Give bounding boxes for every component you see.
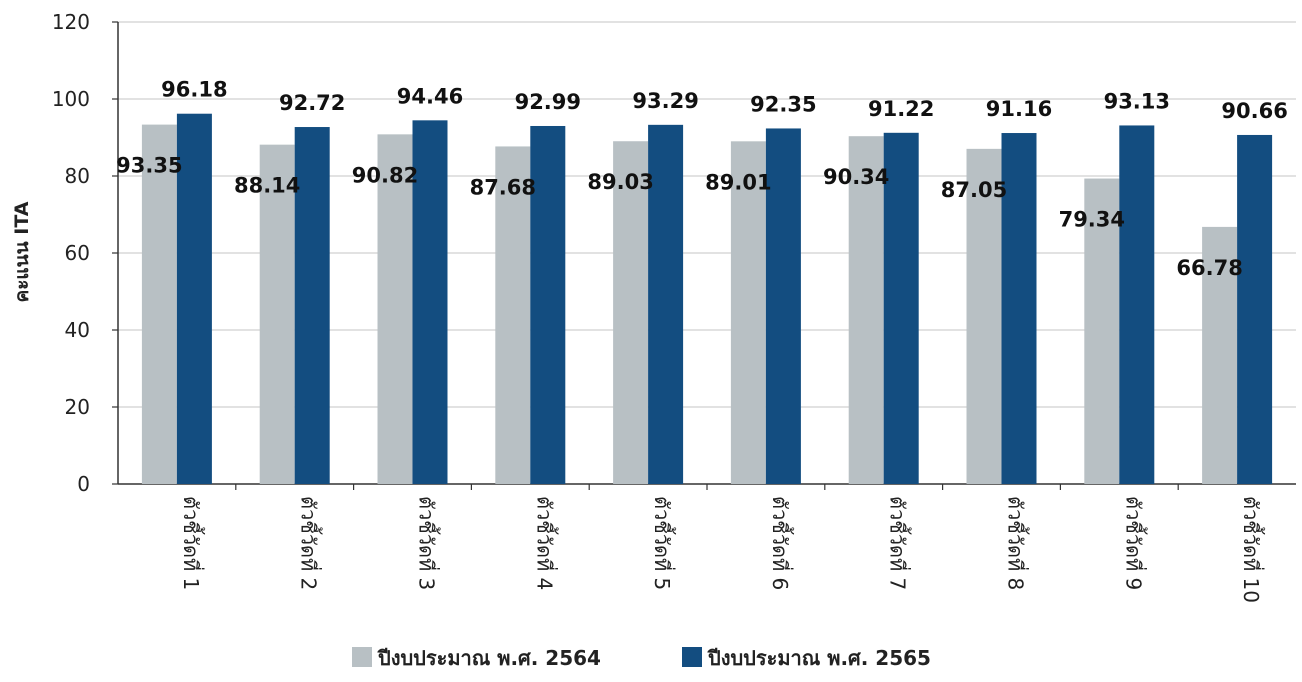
bar-2564 <box>848 136 884 485</box>
y-tick-labels: 0 20 40 60 80 100 120 <box>52 10 118 496</box>
bars <box>141 113 1273 485</box>
legend-swatch <box>352 647 372 667</box>
bar-2564 <box>966 148 1002 485</box>
bar-2565 <box>883 132 919 485</box>
data-label-2565: 90.66 <box>1221 99 1287 123</box>
data-label-2564: 89.01 <box>705 170 771 194</box>
data-label-2564: 89.03 <box>587 170 653 194</box>
bar-2565 <box>294 127 330 484</box>
x-tick-label: ตัวชี้วัดที่ 2 <box>297 496 323 590</box>
data-label-2564: 87.68 <box>470 175 536 199</box>
data-label-2565: 92.72 <box>279 91 345 115</box>
data-label-2565: 91.16 <box>986 97 1052 121</box>
x-tick-label: ตัวชี้วัดที่ 10 <box>1239 496 1265 603</box>
bar-2564 <box>377 134 413 484</box>
data-label-2564: 87.05 <box>941 178 1007 202</box>
data-label-2565: 93.29 <box>632 89 698 113</box>
x-tick-label: ตัวชี้วัดที่ 1 <box>179 496 205 590</box>
bar-2564 <box>495 146 531 484</box>
bar-2564 <box>613 141 649 484</box>
y-tick-label: 100 <box>52 87 90 111</box>
x-tick-label: ตัวชี้วัดที่ 4 <box>532 496 558 590</box>
x-tick-label: ตัวชี้วัดที่ 8 <box>1004 496 1030 590</box>
x-tick-label: ตัวชี้วัดที่ 3 <box>415 496 441 590</box>
x-tick-label: ตัวชี้วัดที่ 6 <box>768 496 794 590</box>
data-label-2565: 92.35 <box>750 92 816 116</box>
bar-2565 <box>176 113 212 484</box>
data-label-2565: 96.18 <box>161 78 227 102</box>
data-label-2564: 79.34 <box>1059 208 1125 232</box>
bar-2565 <box>1001 133 1037 484</box>
bar-2565 <box>1237 134 1273 485</box>
x-tick-label: ตัวชี้วัดที่ 7 <box>886 496 912 590</box>
data-label-2564: 90.82 <box>352 163 418 187</box>
data-label-2564: 66.78 <box>1176 256 1242 280</box>
x-tick-labels: ตัวชี้วัดที่ 1 ตัวชี้วัดที่ 2 ตัวชี้วัดที่… <box>179 496 1265 603</box>
bar-2565 <box>648 124 684 484</box>
bar-2565 <box>412 120 448 484</box>
y-tick-label: 0 <box>77 472 90 496</box>
data-label-2565: 94.46 <box>397 84 463 108</box>
data-label-2564: 93.35 <box>116 154 182 178</box>
bar-2564 <box>730 141 766 484</box>
data-label-2565: 92.99 <box>515 90 581 114</box>
legend-swatch <box>682 647 702 667</box>
data-label-2565: 93.13 <box>1104 89 1170 113</box>
y-tick-label: 60 <box>65 241 90 265</box>
bar-2564 <box>259 144 295 484</box>
data-label-2564: 88.14 <box>234 174 300 198</box>
bar-2564 <box>1202 226 1238 484</box>
bar-2564 <box>141 124 177 484</box>
bar-2564 <box>1084 178 1120 484</box>
data-label-2564: 90.34 <box>823 165 889 189</box>
y-tick-label: 80 <box>65 164 90 188</box>
bar-2565 <box>1119 125 1155 485</box>
data-labels: 93.35 96.18 88.14 92.72 90.82 94.46 87.68 92.99… <box>116 78 1288 280</box>
x-tick-label: ตัวชี้วัดที่ 9 <box>1121 496 1147 590</box>
legend-label: ปีงบประมาณ พ.ศ. 2564 <box>377 646 601 670</box>
y-axis-label: คะแนน ITA <box>11 201 33 302</box>
bar-2565 <box>765 128 801 484</box>
y-tick-label: 20 <box>65 395 90 419</box>
x-tick-label: ตัวชี้วัดที่ 5 <box>650 496 676 590</box>
y-tick-label: 40 <box>65 318 90 342</box>
legend-label: ปีงบประมาณ พ.ศ. 2565 <box>707 646 931 670</box>
data-label-2565: 91.22 <box>868 97 934 121</box>
bar-2565 <box>530 125 566 485</box>
y-tick-label: 120 <box>52 10 90 34</box>
legend: ปีงบประมาณ พ.ศ. 2564 ปีงบประมาณ พ.ศ. 2565 <box>352 646 931 670</box>
